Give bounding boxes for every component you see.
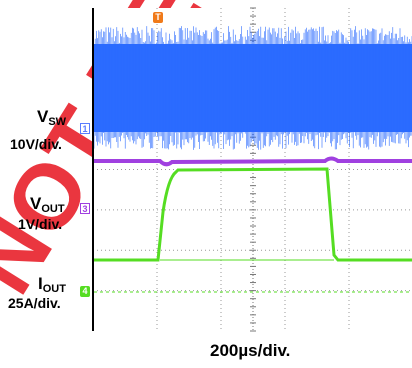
plot-traces — [93, 26, 412, 293]
vout-trace — [94, 156, 412, 167]
iout-label: IOUT — [38, 274, 66, 297]
vout-label-sub: OUT — [41, 203, 65, 215]
channel-3-marker-icon: 3 — [80, 203, 90, 214]
iout-label-main: I — [38, 274, 43, 293]
vout-scale-label: 1V/div. — [18, 216, 63, 232]
vsw-label-sub: SW — [48, 116, 67, 128]
x-axis-label: 200µs/div. — [210, 341, 291, 360]
channel-4-marker-icon: 4 — [80, 286, 90, 297]
iout-trace — [94, 167, 412, 262]
iout-scale-label: 25A/div. — [8, 295, 61, 311]
vsw-scale-label: 10V/div. — [10, 136, 62, 152]
vout-label-main: V — [30, 194, 42, 213]
channel-1-marker-icon: 1 — [80, 123, 90, 134]
vsw-label: VSW — [37, 107, 67, 130]
iout-label-sub: OUT — [42, 283, 66, 295]
vout-label: VOUT — [30, 194, 65, 217]
vsw-label-main: V — [37, 107, 49, 126]
trigger-marker-icon: T — [153, 12, 163, 23]
